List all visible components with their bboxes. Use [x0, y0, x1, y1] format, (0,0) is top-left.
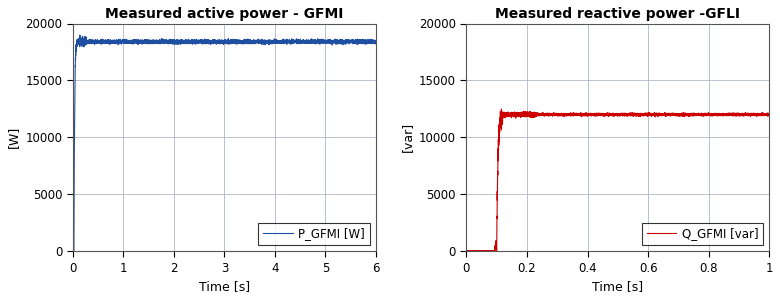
Q_GFMI [var]	[654, 111, 664, 115]
P_GFMI [W]	[68, 249, 77, 253]
P_GFMI [W]	[83, 41, 93, 45]
Q_GFMI [var]	[641, 113, 651, 116]
Q_GFMI [var]	[764, 112, 774, 116]
Line: Q_GFMI [var]: Q_GFMI [var]	[466, 109, 769, 251]
Y-axis label: [var]: [var]	[400, 122, 413, 152]
X-axis label: Time [s]: Time [s]	[592, 280, 644, 293]
P_GFMI [W]	[75, 33, 84, 37]
Q_GFMI [var]	[497, 107, 506, 111]
P_GFMI [W]	[261, 39, 270, 43]
Title: Measured reactive power -GFLI: Measured reactive power -GFLI	[495, 7, 740, 21]
Q_GFMI [var]	[477, 249, 486, 253]
P_GFMI [W]	[371, 40, 381, 44]
Q_GFMI [var]	[686, 113, 696, 117]
P_GFMI [W]	[178, 41, 187, 45]
P_GFMI [W]	[309, 39, 318, 43]
Y-axis label: [W]: [W]	[7, 126, 20, 148]
Q_GFMI [var]	[572, 113, 581, 116]
P_GFMI [W]	[292, 40, 302, 43]
X-axis label: Time [s]: Time [s]	[199, 280, 250, 293]
Q_GFMI [var]	[491, 249, 500, 253]
Legend: Q_GFMI [var]: Q_GFMI [var]	[642, 223, 764, 245]
P_GFMI [W]	[247, 41, 257, 45]
Legend: P_GFMI [W]: P_GFMI [W]	[258, 223, 370, 245]
Q_GFMI [var]	[703, 112, 712, 116]
Line: P_GFMI [W]: P_GFMI [W]	[73, 35, 376, 251]
Q_GFMI [var]	[462, 249, 471, 253]
Title: Measured active power - GFMI: Measured active power - GFMI	[105, 7, 343, 21]
